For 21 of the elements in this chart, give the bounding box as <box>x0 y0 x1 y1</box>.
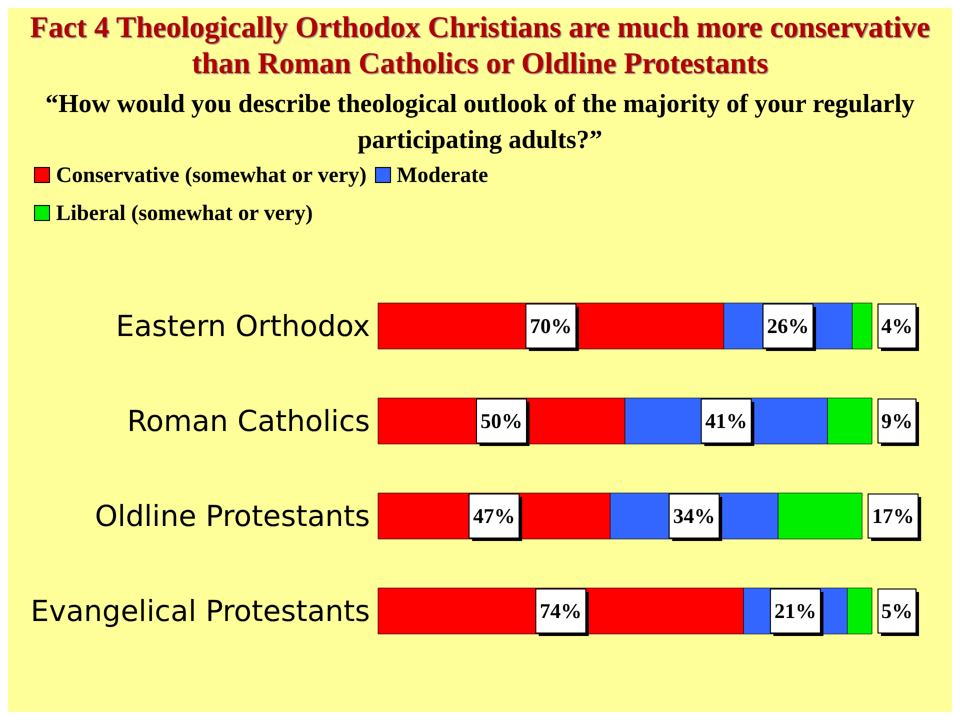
y-tick-label: Oldline Protestants <box>94 498 370 533</box>
legend-label: Conservative (somewhat or very) <box>56 162 367 188</box>
data-label: 17% <box>872 504 914 528</box>
data-label: 70% <box>530 314 572 338</box>
y-tick-label: Roman Catholics <box>127 404 370 438</box>
data-label: 21% <box>774 599 816 623</box>
data-label: 4% <box>881 314 913 338</box>
chart-title: Fact 4 Theologically Orthodox Christians are much more conservative than Roman Catholics or Oldline Protestants <box>29 10 931 82</box>
data-label: 9% <box>881 409 913 433</box>
y-tick-label: Evangelical Protestants <box>30 594 370 628</box>
legend-label: Liberal (somewhat or very) <box>56 200 313 226</box>
y-tick-label: Eastern Orthodox <box>116 308 370 343</box>
chart-subtitle: “How would you describe theological outlook of the majority of your regularly participating adults?” <box>44 88 916 156</box>
data-label: 41% <box>705 409 748 433</box>
data-label: 50% <box>480 409 522 433</box>
data-label: 26% <box>767 314 810 338</box>
data-label: 5% <box>881 599 913 623</box>
data-label: 34% <box>673 504 716 528</box>
data-label: 47% <box>473 504 516 528</box>
data-label: 74% <box>540 599 582 623</box>
legend-label: Moderate <box>396 162 488 188</box>
